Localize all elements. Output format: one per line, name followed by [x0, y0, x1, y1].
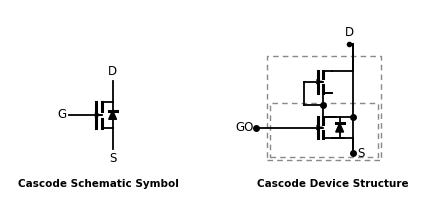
Bar: [270, 103, 378, 157]
Text: D: D: [108, 65, 117, 78]
Text: D: D: [345, 26, 354, 39]
Text: Cascode Device Structure: Cascode Device Structure: [257, 179, 408, 189]
Polygon shape: [336, 123, 343, 132]
Text: S: S: [357, 147, 365, 160]
Text: Cascode Schematic Symbol: Cascode Schematic Symbol: [18, 179, 178, 189]
Bar: [267, 56, 381, 160]
Polygon shape: [109, 111, 117, 119]
Text: G: G: [57, 108, 67, 121]
Text: S: S: [109, 152, 116, 165]
Text: GO: GO: [235, 121, 253, 134]
